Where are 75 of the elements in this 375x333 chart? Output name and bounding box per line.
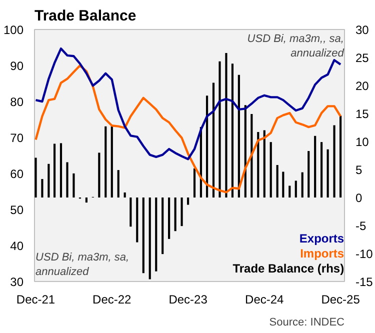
y-tick-label: 90 (10, 59, 24, 73)
bar (53, 144, 56, 198)
bar (72, 173, 75, 198)
bar (41, 179, 44, 198)
bar (124, 192, 126, 198)
bar (48, 164, 50, 198)
y-tick-label: 80 (10, 95, 24, 109)
annotation: USD Bi, ma3m,, sa, annualized (247, 33, 345, 60)
bar (288, 186, 291, 198)
bar (186, 198, 190, 205)
bar (276, 165, 278, 198)
bar (98, 152, 100, 198)
y2-tick-label: 25 (356, 51, 370, 65)
bar (314, 136, 316, 198)
bar (162, 198, 164, 254)
bar (326, 149, 329, 198)
y2-tick-label: 30 (356, 23, 370, 37)
bar (270, 142, 272, 198)
y-tick-label: 40 (10, 239, 24, 253)
y-tick-label: 50 (10, 203, 24, 217)
annotation: USD Bi, ma3m, sa, annualized (36, 252, 130, 278)
y2-tick-label: 15 (356, 107, 370, 121)
y2-tick-label: 20 (356, 79, 370, 93)
text: Trade Balance (rhs) (232, 262, 344, 276)
bar (180, 198, 183, 226)
y2-tick-label: 10 (356, 135, 370, 149)
bar (294, 180, 297, 198)
bar (117, 170, 120, 198)
chart-title: Trade Balance (34, 8, 136, 24)
text: Exports (299, 232, 344, 246)
bar (136, 198, 138, 242)
bar (34, 158, 37, 198)
bar (142, 198, 144, 274)
bar (301, 172, 304, 198)
bar (339, 116, 342, 198)
bar (148, 198, 151, 280)
bar (212, 82, 215, 198)
y-tick-label: 100 (3, 23, 24, 37)
y-tick-label: 60 (10, 167, 24, 181)
bar (193, 168, 196, 198)
text: Imports (300, 246, 344, 260)
x-tick-label: Dec-22 (92, 292, 132, 306)
y2-tick-label: -10 (356, 247, 374, 261)
bar (238, 74, 240, 198)
bar (110, 126, 113, 198)
bar (333, 125, 336, 198)
x-tick-label: Dec-25 (321, 292, 360, 306)
bar (308, 151, 310, 198)
line-series (34, 64, 342, 194)
bar (174, 198, 176, 232)
bar (263, 130, 266, 198)
bar (60, 143, 62, 198)
source-note: Source: INDEC (269, 316, 345, 328)
bar (155, 198, 158, 272)
y2-tick-label: 5 (356, 163, 362, 177)
y-tick-label: 70 (10, 131, 24, 145)
x-tick-label: Dec-24 (245, 292, 284, 306)
x-tick-label: Dec-21 (16, 292, 56, 306)
y-tick-label: 30 (10, 275, 24, 289)
bar (225, 53, 228, 198)
bar (231, 64, 234, 198)
bar (104, 126, 107, 198)
bar (257, 132, 260, 198)
bar (250, 114, 253, 198)
y2-tick-label: -15 (356, 275, 374, 289)
x-tick-label: Dec-23 (168, 292, 208, 306)
bar (218, 61, 221, 198)
bar (282, 172, 284, 198)
bar (85, 198, 88, 203)
bar (168, 198, 170, 239)
y2-tick-label: 0 (356, 191, 362, 205)
bar (66, 162, 68, 198)
y2-tick-label: -5 (356, 219, 366, 233)
bar (130, 198, 132, 227)
bar (320, 142, 323, 198)
